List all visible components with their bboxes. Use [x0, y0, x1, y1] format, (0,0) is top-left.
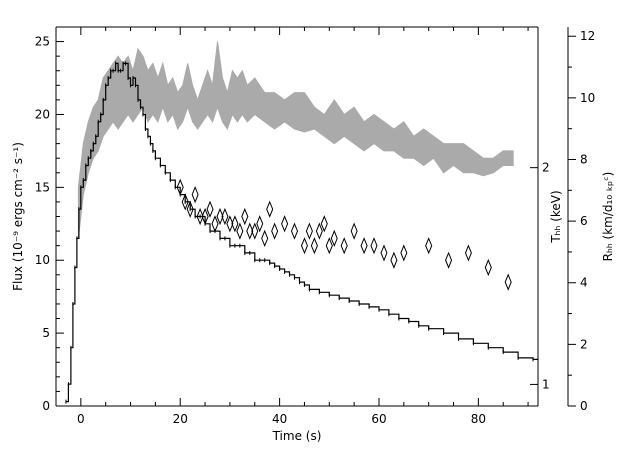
temperature-diamond — [196, 207, 204, 226]
x-tick-label: 0 — [77, 412, 85, 426]
temperature-diamond — [226, 215, 234, 233]
temperature-diamond — [484, 258, 492, 277]
x-tick-label: 40 — [272, 412, 287, 426]
temperature-diamond — [181, 193, 189, 211]
temperature-diamond — [360, 237, 368, 255]
temperature-diamond — [370, 237, 378, 255]
x-tick-label: 80 — [471, 412, 486, 426]
temperature-diamond — [256, 215, 264, 233]
x-axis-label: Time (s) — [272, 429, 322, 443]
temperature-diamond — [261, 229, 269, 248]
x-tick-label: 20 — [173, 412, 188, 426]
temperature-diamond — [340, 237, 348, 255]
temperature-diamond — [241, 207, 249, 226]
temperature-diamond — [211, 215, 219, 233]
temperature-diamond — [445, 251, 453, 269]
flux-tick-label: 20 — [35, 107, 50, 121]
plot-area — [65, 41, 538, 404]
temperature-diamond — [325, 237, 333, 255]
radius-tick-label: 2 — [580, 337, 588, 351]
temperature-diamond — [320, 215, 328, 233]
temperature-diamond — [246, 222, 254, 240]
temperature-diamond — [191, 185, 199, 204]
temperature-diamond — [236, 222, 244, 240]
flux-tick-label: 25 — [35, 35, 50, 49]
flux-tick-label: 15 — [35, 180, 50, 194]
y-axis-label-flux: Flux (10⁻⁹ ergs cm⁻² s⁻¹) — [11, 142, 25, 291]
radius-band — [77, 41, 514, 239]
radius-tick-label: 10 — [580, 91, 595, 105]
temperature-diamond — [330, 229, 338, 248]
plot-inner — [65, 41, 538, 404]
temperature-diamond — [290, 222, 299, 240]
temperature-tick-label: 2 — [542, 161, 550, 175]
temperature-diamond — [390, 251, 398, 269]
temperature-diamond — [271, 222, 279, 240]
radius-tick-label: 8 — [580, 152, 588, 166]
temperature-diamond — [400, 244, 408, 262]
radius-tick-label: 4 — [580, 276, 588, 290]
temperature-diamond — [251, 222, 259, 240]
temperature-diamond — [206, 200, 214, 218]
radius-tick-label: 0 — [580, 399, 588, 413]
temperature-tick-label: 1 — [542, 377, 550, 391]
x-tick-label: 60 — [371, 412, 386, 426]
flux-tick-label: 5 — [42, 326, 50, 340]
temperature-diamond — [464, 244, 472, 262]
temperature-diamond — [201, 207, 209, 226]
temperature-diamond — [266, 200, 274, 218]
temperature-diamond — [425, 237, 433, 255]
radius-tick-label: 12 — [580, 29, 595, 43]
flux-tick-label: 10 — [35, 253, 50, 267]
flux-tick-label: 0 — [42, 399, 50, 413]
temperature-diamond — [281, 215, 289, 233]
y-axis-label-temperature: Tₕₕ (keV) — [549, 190, 563, 243]
y-axis-label-radius: Rₕₕ (km/d₁₀ ₖₚᶜ) — [601, 172, 615, 262]
temperature-diamond — [305, 222, 313, 240]
temperature-diamond — [350, 222, 358, 240]
radius-tick-label: 6 — [580, 214, 588, 228]
temperature-diamond — [504, 273, 512, 291]
temperature-diamond — [315, 222, 323, 240]
temperature-diamond — [380, 244, 388, 262]
temperature-diamond — [216, 207, 224, 226]
temperature-diamond — [300, 237, 308, 255]
temperature-diamond — [310, 237, 318, 255]
temperature-diamond — [176, 178, 184, 196]
temperature-diamond — [231, 215, 239, 233]
temperature-diamond — [221, 207, 229, 226]
temperature-diamond — [186, 200, 194, 218]
